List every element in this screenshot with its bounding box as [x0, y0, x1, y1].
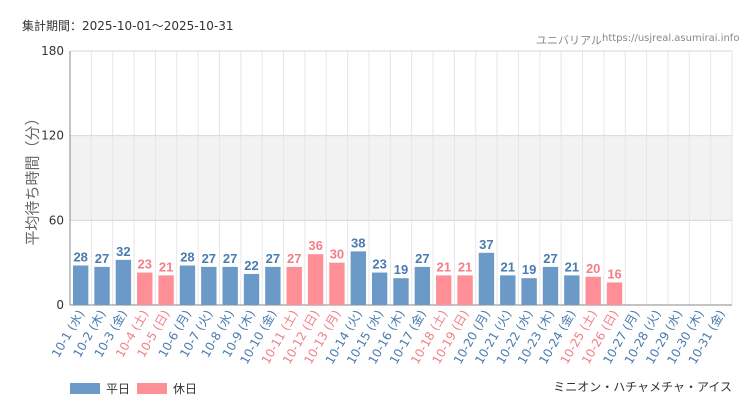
- site-name: ユニバリアル: [536, 34, 602, 47]
- bar: [222, 266, 238, 305]
- y-tick-label: 180: [41, 44, 64, 58]
- legend-holiday: 休日: [137, 380, 197, 397]
- bar: [243, 273, 260, 305]
- bar-value-label: 36: [308, 238, 322, 253]
- shaded-band: [70, 135, 732, 221]
- bar-value-label: 28: [180, 249, 194, 264]
- bar: [371, 272, 388, 305]
- bar: [500, 275, 516, 305]
- bar-value-label: 16: [607, 266, 621, 281]
- bar-value-label: 21: [565, 259, 579, 274]
- bar: [414, 266, 431, 305]
- legend-weekday: 平日: [70, 380, 130, 397]
- bar: [521, 278, 537, 305]
- bar-value-label: 27: [202, 251, 216, 266]
- bar-value-label: 19: [522, 262, 536, 277]
- bar: [478, 252, 495, 305]
- bar: [72, 265, 89, 305]
- bar: [350, 251, 366, 305]
- bar: [307, 254, 324, 305]
- y-tick-label: 60: [49, 213, 64, 227]
- bar-value-label: 22: [244, 258, 258, 273]
- y-tick-label: 120: [41, 129, 64, 143]
- bar-value-label: 28: [73, 249, 87, 264]
- bar: [457, 275, 473, 305]
- bar: [286, 266, 302, 305]
- bar: [94, 266, 110, 305]
- bar-value-label: 20: [586, 261, 600, 276]
- legend-weekday-label: 平日: [106, 382, 131, 396]
- bar-value-label: 30: [330, 247, 344, 262]
- bar: [115, 259, 132, 305]
- bar-value-label: 27: [266, 251, 280, 266]
- bar-value-label: 27: [223, 251, 237, 266]
- bar: [585, 276, 601, 305]
- legend-holiday-label: 休日: [173, 382, 198, 396]
- bar-value-label: 27: [543, 251, 557, 266]
- attraction-name: ミニオン・ハチャメチャ・アイス: [553, 380, 732, 394]
- legend-weekday-swatch: [70, 383, 100, 394]
- bar-value-label: 27: [287, 251, 301, 266]
- bar: [564, 275, 580, 305]
- bar: [606, 282, 623, 305]
- bar: [393, 278, 409, 305]
- bar-value-label: 37: [479, 237, 493, 252]
- bar-value-label: 23: [138, 257, 152, 272]
- bar-value-label: 19: [394, 262, 408, 277]
- bar: [179, 265, 196, 305]
- bar-value-label: 27: [95, 251, 109, 266]
- bar: [137, 272, 153, 305]
- bar-value-label: 23: [372, 257, 386, 272]
- bar-value-label: 32: [116, 244, 130, 259]
- bar-value-label: 21: [458, 259, 472, 274]
- bar: [201, 266, 217, 305]
- bar-value-label: 21: [436, 259, 450, 274]
- collection-period: 集計期間：2025-10-01～2025-10-31: [22, 19, 234, 33]
- legend-holiday-swatch: [137, 383, 167, 394]
- site-url: https://usjreal.asumirai.info: [602, 33, 740, 44]
- bar: [158, 275, 174, 305]
- bar-value-label: 21: [501, 259, 515, 274]
- bar-value-label: 38: [351, 235, 365, 250]
- bar: [542, 266, 559, 305]
- bar: [265, 266, 281, 305]
- bar: [436, 275, 452, 305]
- bar-value-label: 21: [159, 259, 173, 274]
- y-tick-label: 0: [56, 298, 64, 312]
- bar: [329, 262, 345, 305]
- bar-value-label: 27: [415, 251, 429, 266]
